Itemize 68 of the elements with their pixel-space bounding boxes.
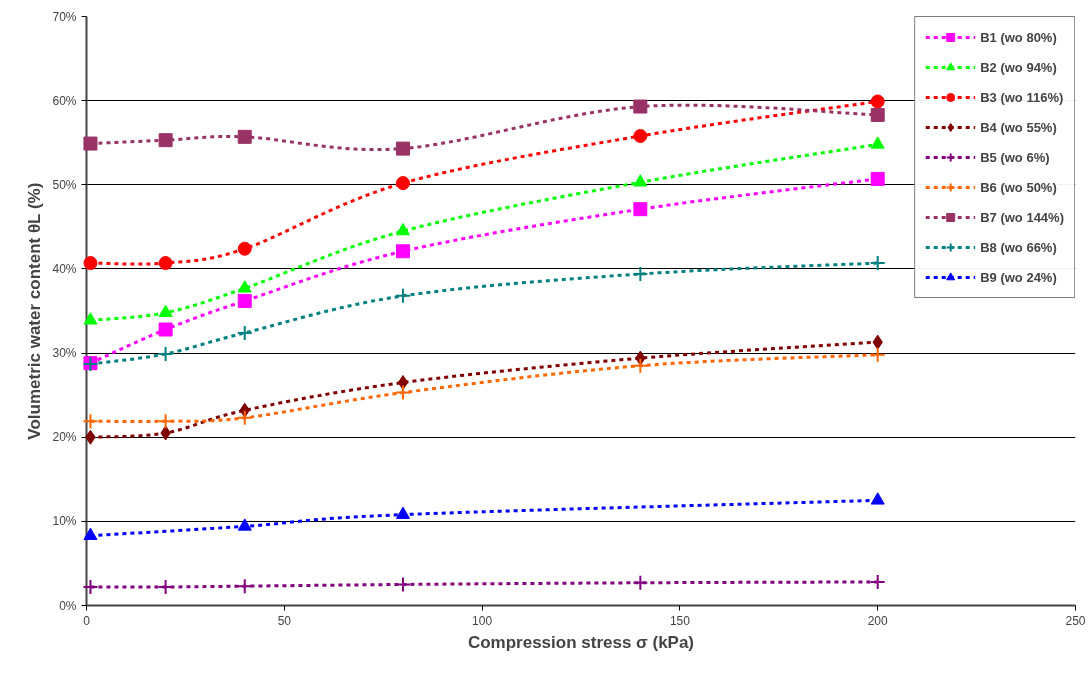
point — [632, 574, 649, 591]
legend-label: B2 (wo 94%) — [980, 59, 1057, 75]
point — [633, 174, 648, 187]
point — [632, 357, 649, 374]
point — [82, 578, 99, 595]
point — [237, 280, 252, 293]
point — [237, 518, 252, 531]
x-tick-label: 100 — [472, 613, 493, 628]
point — [395, 244, 410, 259]
point — [395, 141, 410, 156]
y-tick-label: 20% — [52, 430, 77, 445]
point — [397, 375, 409, 391]
point — [869, 346, 886, 363]
x-tick-label: 200 — [867, 613, 889, 628]
point — [633, 129, 648, 143]
point — [870, 492, 885, 505]
x-tick-label: 0 — [83, 613, 91, 628]
point — [237, 293, 252, 308]
x-axis-title: Compression stress σ (kPa) — [467, 632, 695, 652]
legend-label: B7 (wo 144%) — [980, 209, 1064, 225]
point — [394, 287, 411, 304]
x-tick-label: 250 — [1065, 613, 1086, 628]
point — [83, 256, 98, 271]
y-tick-label: 60% — [52, 93, 77, 108]
legend-label: B9 (wo 24%) — [980, 269, 1057, 285]
point — [870, 107, 885, 122]
point — [157, 413, 174, 430]
point — [870, 94, 885, 109]
y-tick-label: 10% — [52, 514, 77, 529]
y-axis-title: Volumetric water content θL (%) — [25, 182, 45, 440]
y-tick-label: 70% — [52, 9, 77, 24]
point — [157, 345, 174, 362]
point — [869, 255, 886, 272]
y-tick-label: 0% — [59, 598, 77, 613]
y-tick-label: 30% — [52, 346, 77, 361]
point — [395, 176, 410, 191]
legend-label: B4 (wo 55%) — [980, 119, 1057, 135]
legend-label: B3 (wo 116%) — [980, 89, 1064, 105]
legend-label: B5 (wo 6%) — [980, 149, 1050, 165]
point — [869, 573, 886, 590]
point — [83, 312, 98, 325]
legend-label: B8 (wo 66%) — [980, 239, 1057, 255]
point — [83, 527, 98, 540]
point — [394, 384, 411, 401]
point — [632, 265, 649, 282]
point — [633, 99, 648, 114]
point — [870, 171, 885, 186]
x-tick-label: 150 — [669, 613, 691, 628]
point — [158, 133, 173, 148]
point — [82, 413, 99, 430]
point — [158, 304, 173, 317]
point — [236, 324, 253, 341]
legend-label: B6 (wo 50%) — [980, 179, 1057, 195]
point — [395, 223, 410, 236]
point — [236, 578, 253, 595]
point — [633, 202, 648, 217]
point — [870, 136, 885, 149]
y-tick-label: 40% — [52, 261, 77, 276]
point — [158, 322, 173, 337]
point — [395, 506, 410, 519]
legend-label: B1 (wo 80%) — [980, 29, 1057, 45]
point — [237, 241, 252, 256]
point — [237, 129, 252, 144]
point — [236, 409, 253, 426]
point — [83, 136, 98, 151]
point — [158, 256, 173, 271]
y-tick-label: 50% — [52, 177, 77, 192]
x-tick-label: 50 — [277, 613, 292, 628]
